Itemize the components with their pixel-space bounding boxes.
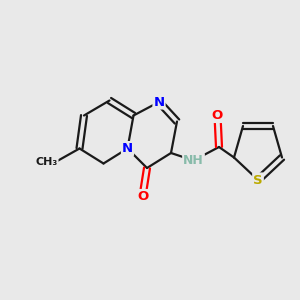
Text: NH: NH bbox=[183, 154, 204, 167]
Text: S: S bbox=[253, 173, 263, 187]
Text: N: N bbox=[122, 142, 133, 155]
Text: O: O bbox=[212, 109, 223, 122]
Text: O: O bbox=[137, 190, 148, 203]
Text: CH₃: CH₃ bbox=[35, 157, 58, 167]
Text: N: N bbox=[153, 95, 165, 109]
